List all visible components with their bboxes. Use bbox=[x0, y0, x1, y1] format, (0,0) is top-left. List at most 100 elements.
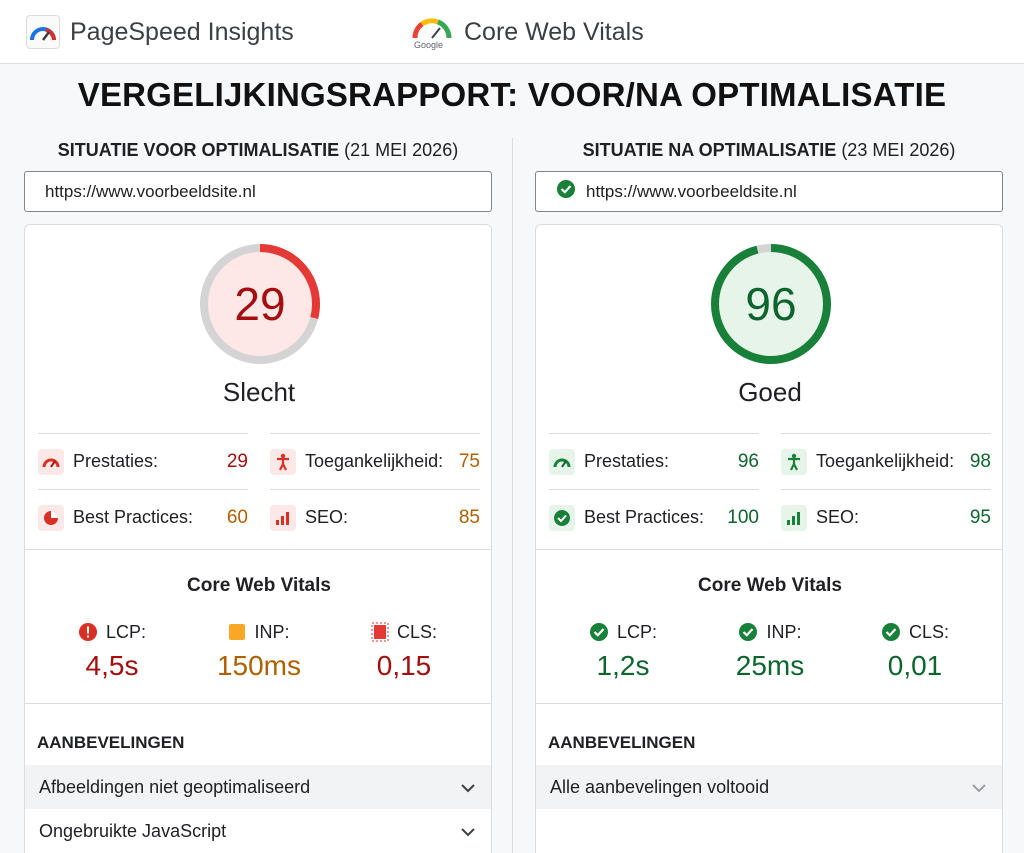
recommendation-label: Afbeeldingen niet geoptimaliseerd bbox=[39, 776, 311, 797]
after-metric-performance[interactable]: Prestaties: 96 bbox=[549, 433, 759, 489]
vital-value: 25ms bbox=[735, 650, 805, 681]
before-report-card: 29 Slecht Prestaties: 29 Toegankelijkhei… bbox=[24, 224, 492, 853]
accessibility-icon bbox=[781, 448, 807, 475]
after-recommendations-title: AANBEVELINGEN bbox=[548, 733, 696, 752]
after-score-rating: Goed bbox=[738, 377, 802, 407]
vital-label: LCP: bbox=[616, 621, 658, 642]
after-report-card: 96 Goed Prestaties: 96 Toegankelijkheid:… bbox=[535, 224, 1003, 853]
chevron-down-icon bbox=[461, 777, 475, 798]
before-metric-seo[interactable]: SEO: 85 bbox=[270, 489, 480, 545]
google-wordmark: Google bbox=[414, 40, 444, 50]
bar-chart-icon bbox=[270, 504, 296, 531]
recommendation-item[interactable]: Alle aanbevelingen voltooid bbox=[536, 765, 1002, 809]
before-score-gauge: 29 bbox=[196, 240, 324, 368]
after-heading-date: (23 MEI 2026) bbox=[841, 140, 956, 160]
best-practices-icon bbox=[38, 504, 64, 531]
page-title: VERGELIJKINGSRAPPORT: VOOR/NA OPTIMALISA… bbox=[77, 76, 947, 113]
check-circle-icon bbox=[881, 622, 901, 642]
metric-label: Prestaties: bbox=[73, 451, 159, 471]
metric-value: 75 bbox=[458, 450, 480, 472]
metric-value: 85 bbox=[458, 506, 480, 528]
core-web-vitals-brand[interactable]: Google Core Web Vitals bbox=[410, 12, 644, 52]
before-vital-inp[interactable]: INP: 150ms bbox=[184, 620, 334, 682]
metric-label: Best Practices: bbox=[584, 507, 705, 527]
bar-chart-icon bbox=[781, 504, 807, 531]
before-metric-best-practices[interactable]: Best Practices: 60 bbox=[38, 489, 248, 545]
recommendation-item[interactable]: Ongebruikte JavaScript bbox=[25, 809, 491, 853]
metric-label: Best Practices: bbox=[73, 507, 194, 527]
before-category-metrics: Prestaties: 29 Toegankelijkheid: 75 Best… bbox=[38, 433, 480, 545]
shift-warning-icon bbox=[371, 622, 389, 642]
after-category-metrics: Prestaties: 96 Toegankelijkheid: 98 Best… bbox=[549, 433, 991, 545]
before-heading-label: SITUATIE VOOR OPTIMALISATIE bbox=[57, 140, 340, 160]
after-heading-label: SITUATIE NA OPTIMALISATIE bbox=[582, 140, 837, 160]
metric-label: Toegankelijkheid: bbox=[816, 451, 955, 471]
before-url-text: https://www.voorbeeldsite.nl bbox=[45, 181, 256, 201]
vital-label: INP: bbox=[254, 621, 290, 642]
before-vital-lcp[interactable]: LCP: 4,5s bbox=[37, 620, 187, 682]
metric-value: 98 bbox=[969, 450, 991, 472]
before-heading-date: (21 MEI 2026) bbox=[344, 140, 459, 160]
metric-label: Prestaties: bbox=[584, 451, 670, 471]
google-gauge-icon: Google bbox=[410, 12, 454, 52]
section-divider bbox=[536, 549, 1002, 550]
pagespeed-brand[interactable]: PageSpeed Insights bbox=[26, 12, 294, 52]
after-metric-best-practices[interactable]: Best Practices: 100 bbox=[549, 489, 759, 545]
section-divider bbox=[536, 703, 1002, 704]
metric-value: 29 bbox=[226, 450, 248, 472]
vital-value: 1,2s bbox=[596, 650, 650, 681]
vital-value: 0,01 bbox=[887, 650, 943, 681]
after-vital-lcp[interactable]: LCP: 1,2s bbox=[548, 620, 698, 682]
metric-value: 95 bbox=[969, 506, 991, 528]
after-heading: SITUATIE NA OPTIMALISATIE (23 MEI 2026) bbox=[535, 136, 1003, 164]
after-url-field[interactable]: https://www.voorbeeldsite.nl bbox=[535, 171, 1003, 212]
after-vital-cls[interactable]: CLS: 0,01 bbox=[840, 620, 990, 682]
before-cwv-title: Core Web Vitals bbox=[187, 575, 331, 596]
speedometer-icon bbox=[38, 448, 64, 475]
vital-label: INP: bbox=[766, 621, 802, 642]
before-vital-cls[interactable]: CLS: 0,15 bbox=[329, 620, 479, 682]
vital-label: LCP: bbox=[105, 621, 147, 642]
speedometer-icon bbox=[549, 448, 575, 475]
after-url-text: https://www.voorbeeldsite.nl bbox=[586, 181, 797, 201]
error-icon bbox=[78, 622, 98, 642]
after-metric-seo[interactable]: SEO: 95 bbox=[781, 489, 991, 545]
before-score-value: 29 bbox=[234, 278, 286, 330]
before-url-field[interactable]: https://www.voorbeeldsite.nl bbox=[24, 171, 492, 212]
pagespeed-title: PageSpeed Insights bbox=[70, 17, 294, 46]
before-recommendations-title: AANBEVELINGEN bbox=[37, 733, 185, 752]
section-divider bbox=[25, 549, 491, 550]
after-score-value: 96 bbox=[745, 278, 797, 330]
before-metric-accessibility[interactable]: Toegankelijkheid: 75 bbox=[270, 433, 480, 489]
before-metric-performance[interactable]: Prestaties: 29 bbox=[38, 433, 248, 489]
vital-label: CLS: bbox=[396, 621, 438, 642]
metric-value: 60 bbox=[226, 506, 248, 528]
pagespeed-logo-icon bbox=[26, 15, 60, 49]
recommendation-item[interactable]: Afbeeldingen niet geoptimaliseerd bbox=[25, 765, 491, 809]
top-bar: PageSpeed Insights Google Core Web Vital… bbox=[0, 0, 1024, 64]
check-circle-icon bbox=[738, 622, 758, 642]
before-score-rating: Slecht bbox=[222, 377, 296, 407]
recommendation-label: Ongebruikte JavaScript bbox=[39, 820, 227, 841]
metric-value: 96 bbox=[737, 450, 759, 472]
vital-value: 0,15 bbox=[376, 650, 432, 681]
after-cwv-title: Core Web Vitals bbox=[698, 575, 842, 596]
check-circle-icon bbox=[556, 179, 576, 204]
chevron-down-icon bbox=[461, 821, 475, 842]
metric-label: Toegankelijkheid: bbox=[305, 451, 444, 471]
vital-value: 4,5s bbox=[85, 650, 139, 681]
metric-label: SEO: bbox=[305, 507, 349, 527]
metric-value: 100 bbox=[727, 506, 759, 528]
recommendation-label: Alle aanbevelingen voltooid bbox=[550, 776, 770, 797]
column-divider bbox=[512, 138, 513, 853]
before-heading: SITUATIE VOOR OPTIMALISATIE (21 MEI 2026… bbox=[24, 136, 492, 164]
vital-value: 150ms bbox=[216, 650, 302, 681]
warning-square-icon bbox=[228, 623, 246, 641]
section-divider bbox=[25, 703, 491, 704]
after-vital-inp[interactable]: INP: 25ms bbox=[695, 620, 845, 682]
core-web-vitals-title: Core Web Vitals bbox=[464, 17, 644, 46]
chevron-down-icon bbox=[972, 777, 986, 798]
check-circle-icon bbox=[549, 504, 575, 531]
vital-label: CLS: bbox=[908, 621, 950, 642]
after-metric-accessibility[interactable]: Toegankelijkheid: 98 bbox=[781, 433, 991, 489]
